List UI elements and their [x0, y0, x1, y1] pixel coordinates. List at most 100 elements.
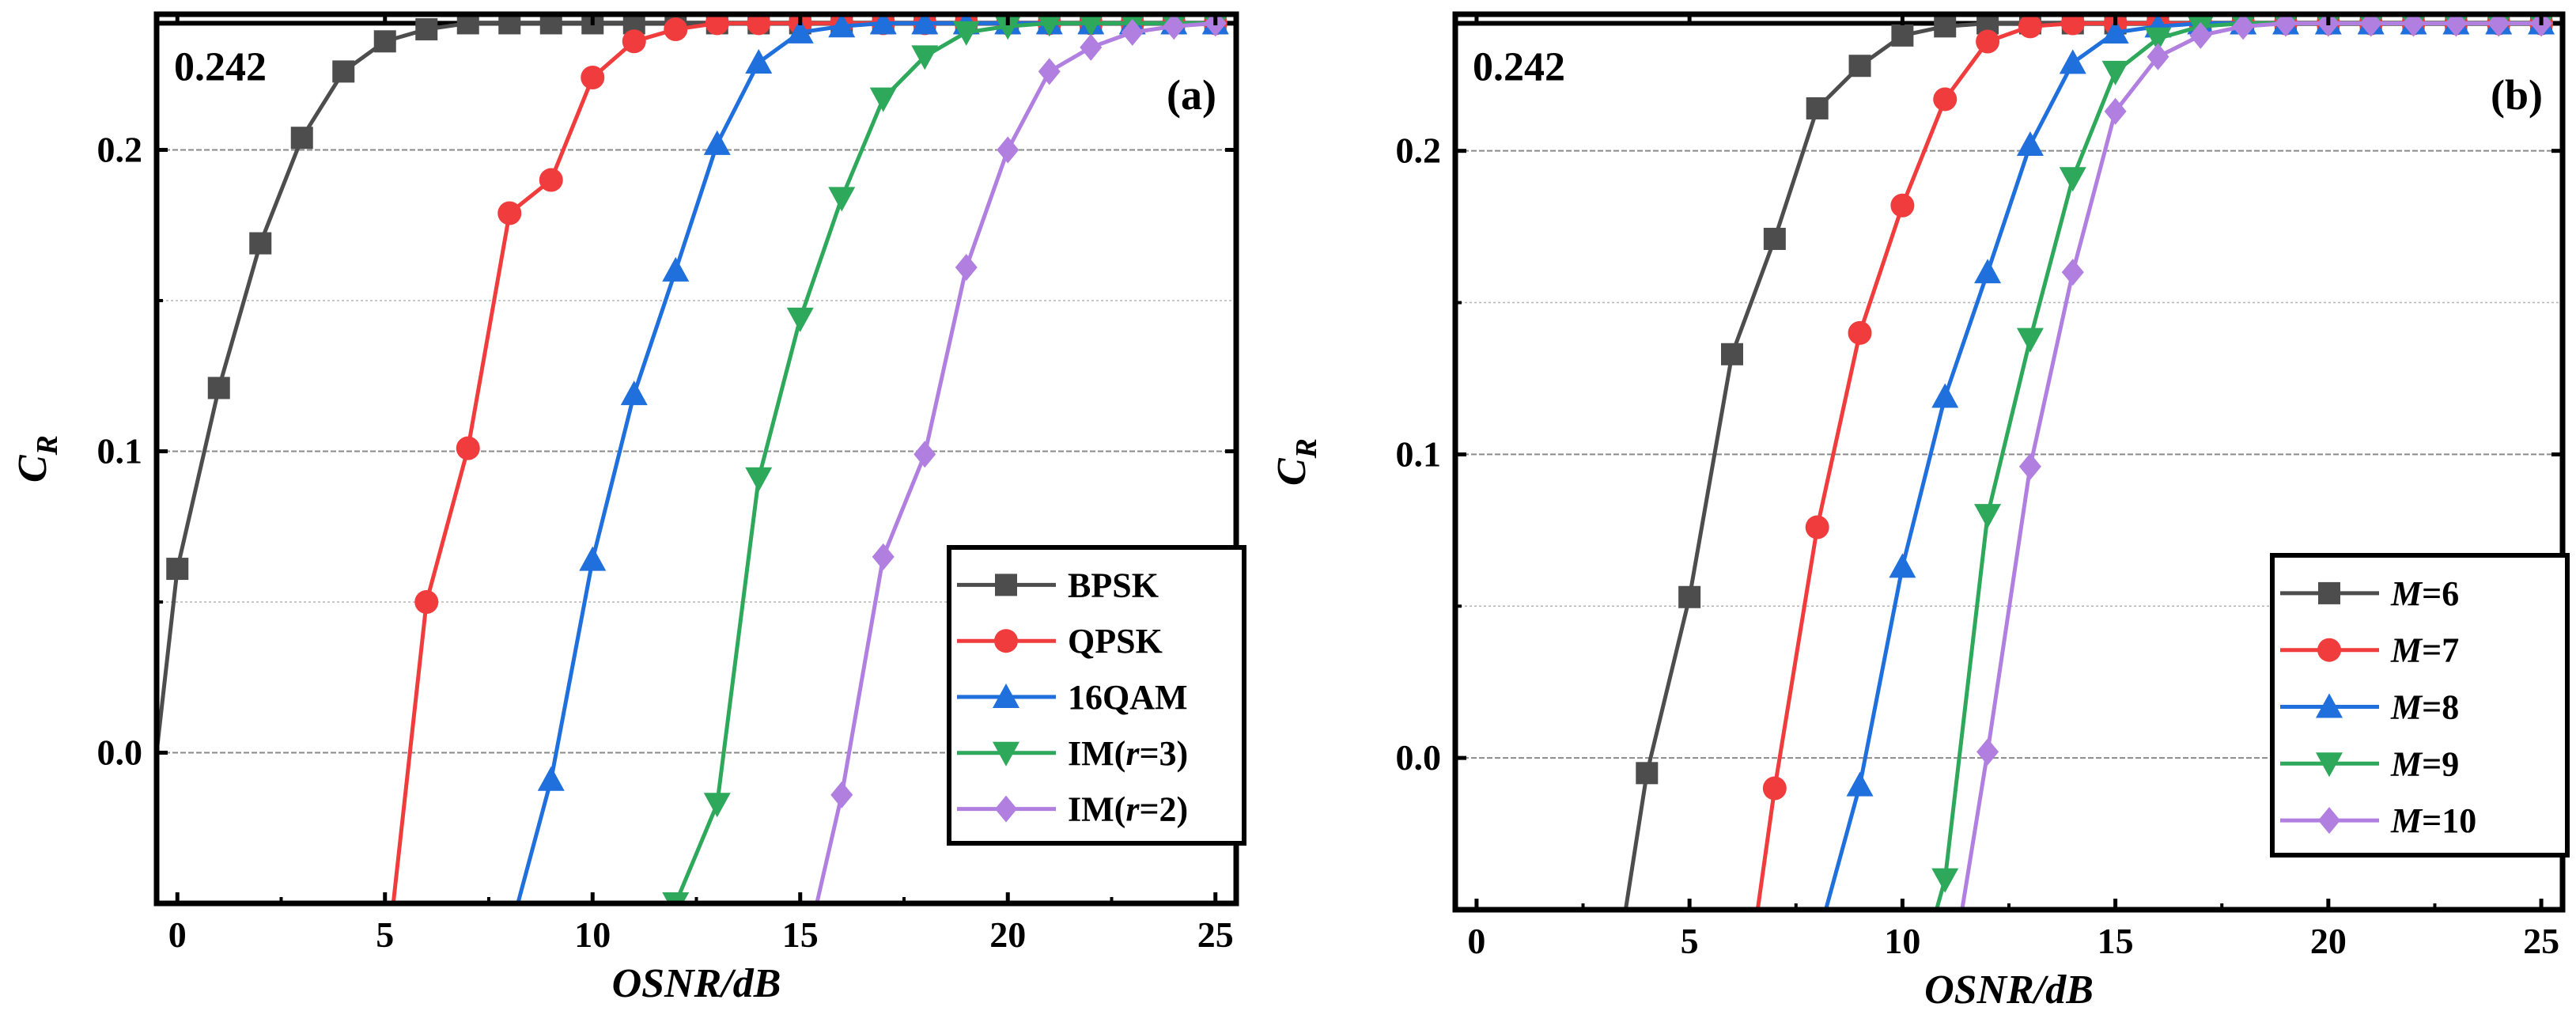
data-point	[745, 467, 773, 492]
data-point	[579, 546, 607, 571]
data-point	[2189, 21, 2212, 49]
legend-label-part: r	[1125, 790, 1140, 829]
data-point	[1721, 343, 1743, 365]
data-point	[786, 307, 814, 332]
data-point	[911, 14, 939, 35]
data-point	[1163, 14, 1186, 40]
chart-panel-b: 0 5 10 15 20 250.00.10.20.242(b)OSNR/dBCRM=6M…	[1269, 11, 2570, 1013]
data-point	[1038, 58, 1061, 85]
data-point	[662, 256, 690, 282]
x-tick-label: 25	[1197, 914, 1234, 955]
y-tick-label: 0.0	[97, 732, 143, 772]
data-point	[1976, 738, 1999, 766]
data-point	[869, 14, 897, 35]
data-point	[830, 781, 853, 808]
y-tick-label: 0.2	[1396, 131, 1442, 171]
legend-label-part: 16QAM	[1068, 678, 1188, 717]
data-point	[705, 14, 729, 36]
legend-label-part: IM(	[1068, 790, 1125, 829]
legend-swatch-marker	[994, 629, 1018, 653]
legend-label-part: =9	[2422, 744, 2459, 783]
series-layer	[157, 14, 1229, 903]
y-tick-label: 0.2	[97, 129, 143, 169]
legend-label: IM(r=2)	[1068, 790, 1188, 829]
data-point	[914, 441, 936, 468]
data-point	[1204, 14, 1227, 37]
data-point	[456, 14, 479, 35]
data-point	[581, 66, 605, 90]
series-M=10	[1960, 14, 2553, 910]
data-point	[1848, 320, 1872, 345]
legend-item-M=6: M=6	[2280, 574, 2459, 613]
data-point	[786, 18, 814, 44]
data-point	[1806, 97, 1829, 119]
legend-label-part: M	[2390, 574, 2423, 613]
x-tick-label: 0	[1467, 921, 1485, 961]
legend-label-part: QPSK	[1068, 622, 1163, 661]
data-point	[1933, 87, 1958, 112]
axis-ticks	[157, 14, 1236, 905]
data-point	[997, 136, 1019, 164]
data-point	[2018, 452, 2041, 480]
data-point	[2101, 19, 2129, 44]
legend-swatch-marker	[2316, 752, 2343, 778]
series-IM(r=2)	[815, 14, 1227, 903]
data-point	[2016, 131, 2044, 157]
legend-item-IM(r=2): IM(r=2)	[957, 790, 1188, 829]
data-point	[1931, 383, 1959, 408]
legend-item-M=8: M=8	[2280, 688, 2459, 727]
y-tick-label: 0.1	[97, 430, 143, 471]
legend-label: BPSK	[1068, 566, 1159, 604]
legend-label-part: IM(	[1068, 734, 1125, 773]
x-tick-label: 10	[574, 914, 611, 955]
data-point	[2061, 259, 2084, 286]
legend-label: M=7	[2390, 631, 2459, 670]
legend-label-part: =6	[2422, 574, 2459, 613]
data-point	[622, 29, 646, 54]
legend-item-IM(r=3): IM(r=3)	[957, 734, 1188, 773]
data-point	[249, 232, 272, 255]
data-point	[1037, 14, 1062, 37]
gridlines	[157, 149, 1236, 754]
legend-swatch-marker	[2318, 581, 2340, 604]
data-point	[290, 127, 313, 150]
data-point	[2016, 327, 2044, 353]
legend-label: M=9	[2390, 744, 2459, 783]
data-point	[869, 87, 897, 112]
reference-value-label: 0.242	[1473, 45, 1565, 90]
x-axis-title: OSNR/dB	[612, 961, 781, 1006]
data-point	[1934, 15, 1957, 38]
data-point	[2144, 27, 2172, 52]
data-point	[539, 14, 562, 35]
data-point	[2059, 167, 2086, 192]
x-tick-label: 25	[2523, 921, 2559, 961]
legend-label-part: M	[2390, 688, 2423, 727]
y-axis-title-subscript: R	[31, 435, 64, 456]
x-tick-label: 10	[1884, 921, 1920, 961]
x-tick-label: 20	[989, 914, 1026, 955]
data-point	[414, 589, 439, 614]
x-tick-label: 5	[1681, 921, 1699, 961]
legend-label-part: M	[2390, 744, 2423, 783]
legend-label-part: =8	[2422, 688, 2459, 727]
data-point	[207, 377, 230, 399]
series-layer	[1623, 14, 2555, 910]
data-point	[1974, 259, 2002, 284]
data-point	[1762, 776, 1787, 801]
data-point	[2487, 14, 2510, 37]
y-tick-label: 0.0	[1396, 737, 1442, 778]
data-point	[497, 201, 522, 225]
legend-item-M=9: M=9	[2280, 744, 2459, 783]
data-point	[1080, 33, 1103, 61]
data-point	[166, 558, 189, 581]
legend-swatch-marker	[993, 741, 1019, 767]
legend-item-QPSK: QPSK	[957, 622, 1163, 661]
legend-label: QPSK	[1068, 622, 1163, 661]
y-axis-title: CR	[10, 435, 64, 483]
legend-swatch-marker	[2317, 638, 2341, 662]
data-point	[539, 168, 563, 192]
legend-label-part: =2)	[1139, 790, 1188, 829]
legend-label: IM(r=3)	[1068, 734, 1188, 773]
data-point	[1805, 515, 1829, 540]
